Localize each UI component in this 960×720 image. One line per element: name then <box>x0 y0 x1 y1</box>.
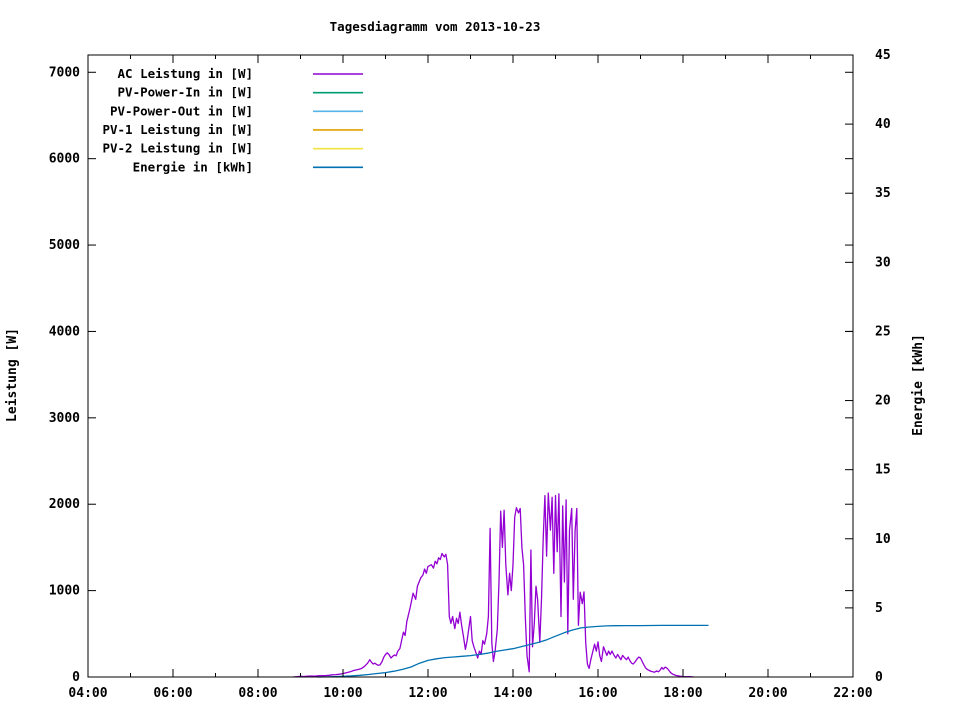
legend-item-label: PV-2 Leistung in [W] <box>102 141 253 156</box>
legend-item-label: PV-Power-In in [W] <box>118 85 253 100</box>
y1-tick-label: 0 <box>72 670 80 685</box>
y2-tick-label: 10 <box>875 532 891 547</box>
x-tick-label: 14:00 <box>493 686 532 701</box>
x-tick-label: 22:00 <box>833 686 872 701</box>
legend: AC Leistung in [W] PV-Power-In in [W] PV-P… <box>102 66 363 174</box>
y2-axis-label: Energie [kWh] <box>911 334 926 436</box>
axis-tick-labels: 04:00 06:00 08:00 10:00 12:00 14:00 16:00 18:00… <box>49 48 891 701</box>
y-axis-label: Leistung [W] <box>5 328 20 422</box>
legend-item-label: AC Leistung in [W] <box>118 66 253 81</box>
series-line <box>317 624 709 678</box>
y2-tick-label: 15 <box>875 463 891 478</box>
x-tick-label: 06:00 <box>153 686 192 701</box>
series-lines <box>293 492 709 678</box>
legend-item-label: Energie in [kWh] <box>133 159 253 174</box>
y1-tick-label: 7000 <box>49 65 80 80</box>
x-tick-label: 04:00 <box>68 686 107 701</box>
chart-title: Tagesdiagramm vom 2013-10-23 <box>330 19 541 34</box>
y1-tick-label: 1000 <box>49 584 80 599</box>
y2-tick-label: 0 <box>875 670 883 685</box>
y1-tick-label: 2000 <box>49 497 80 512</box>
y2-tick-label: 25 <box>875 324 891 339</box>
legend-item-label: PV-1 Leistung in [W] <box>102 122 253 137</box>
x-tick-label: 10:00 <box>323 686 362 701</box>
x-tick-label: 16:00 <box>578 686 617 701</box>
series-line <box>293 492 694 678</box>
y2-tick-label: 45 <box>875 48 891 63</box>
x-tick-label: 18:00 <box>663 686 702 701</box>
y2-tick-label: 20 <box>875 394 891 409</box>
y2-tick-label: 35 <box>875 186 891 201</box>
y2-tick-label: 40 <box>875 117 891 132</box>
x-tick-label: 20:00 <box>748 686 787 701</box>
y1-tick-label: 5000 <box>49 238 80 253</box>
y1-tick-label: 6000 <box>49 152 80 167</box>
y1-tick-label: 3000 <box>49 411 80 426</box>
legend-item-label: PV-Power-Out in [W] <box>110 103 253 118</box>
y2-tick-label: 5 <box>875 601 883 616</box>
y1-tick-label: 4000 <box>49 324 80 339</box>
x-tick-label: 12:00 <box>408 686 447 701</box>
axis-ticks <box>87 54 854 678</box>
y2-tick-label: 30 <box>875 255 891 270</box>
x-tick-label: 08:00 <box>238 686 277 701</box>
